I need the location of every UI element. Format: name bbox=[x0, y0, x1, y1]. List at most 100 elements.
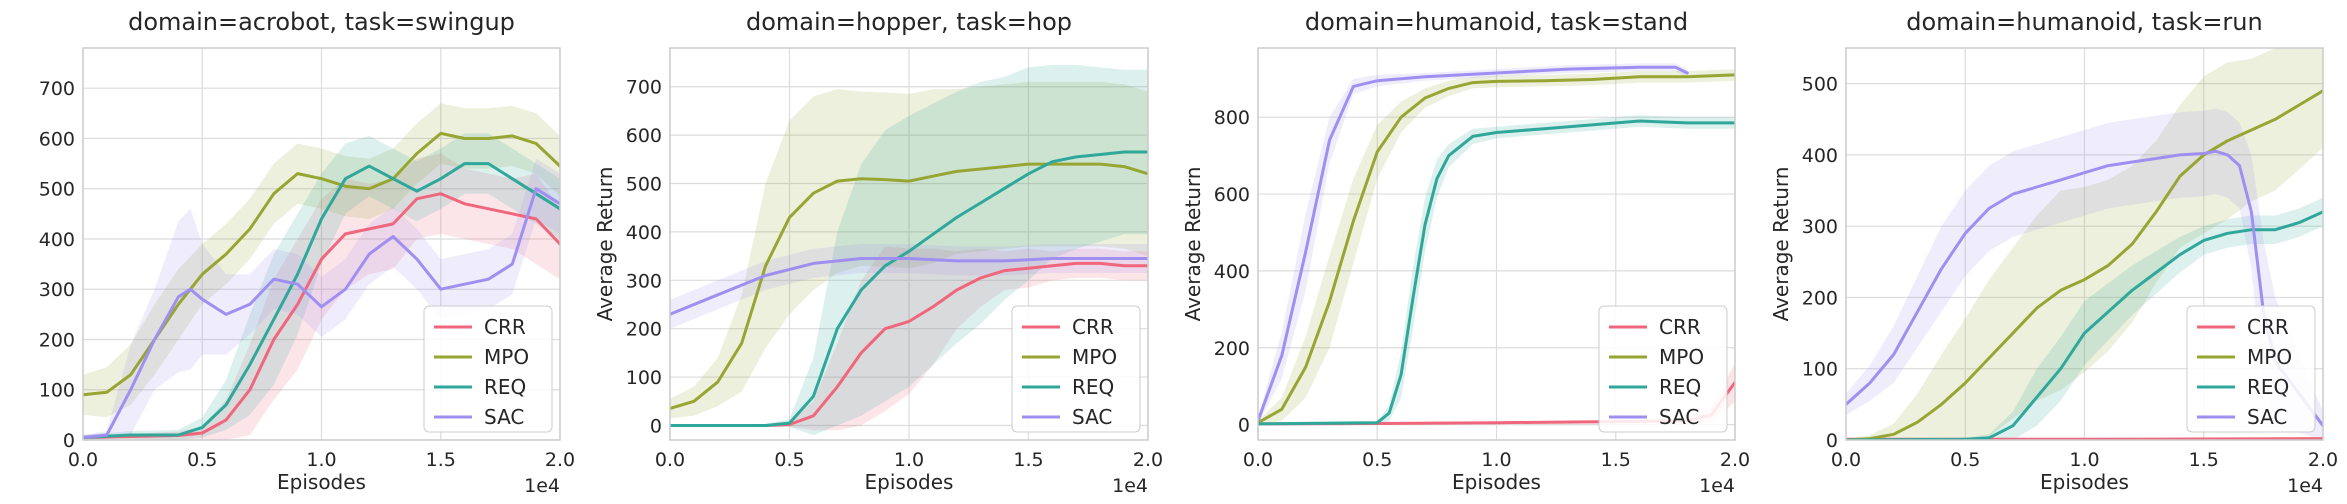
y-axis-label: Average Return bbox=[1769, 167, 1793, 322]
legend-label-sac: SAC bbox=[484, 405, 524, 429]
axes-frame bbox=[1257, 47, 1736, 441]
chart-title: domain=hopper, task=hop bbox=[746, 8, 1072, 36]
plot-area bbox=[670, 64, 1148, 436]
y-axis-label: Average Return bbox=[593, 167, 617, 322]
series-line-req bbox=[83, 162, 560, 439]
x-tick-label: 1.0 bbox=[1481, 449, 1511, 471]
legend: CRR MPO REQ SAC bbox=[1011, 305, 1141, 433]
x-tick-label: 1.5 bbox=[1013, 449, 1043, 471]
y-tick-label: 100 bbox=[1802, 359, 1838, 381]
x-axis-label: Episodes bbox=[2040, 470, 2129, 494]
confidence-band-sac bbox=[670, 244, 1148, 329]
y-tick-label: 700 bbox=[626, 77, 662, 99]
confidence-band-mpo bbox=[1258, 69, 1735, 425]
legend: CRR MPO REQ SAC bbox=[1598, 305, 1728, 433]
x-tick-label: 0.5 bbox=[1950, 449, 1980, 471]
confidence-band-req bbox=[1846, 197, 2323, 440]
y-tick-label: 400 bbox=[1214, 261, 1250, 283]
x-multiplier-label: 1e4 bbox=[524, 475, 560, 497]
axes-frame bbox=[669, 47, 1149, 441]
series-line-sac bbox=[1846, 149, 2323, 428]
x-tick-label: 2.0 bbox=[1133, 449, 1163, 471]
legend-label-mpo: MPO bbox=[2247, 345, 2292, 369]
confidence-band-mpo bbox=[1846, 48, 2323, 440]
legend-box bbox=[1011, 305, 1141, 433]
confidence-band-req bbox=[83, 133, 560, 440]
axes-frame bbox=[82, 47, 561, 441]
legend-label-req: REQ bbox=[1072, 375, 1114, 399]
legend-label-sac: SAC bbox=[2247, 405, 2287, 429]
axes-frame bbox=[1845, 47, 2324, 441]
x-tick-label: 0.0 bbox=[68, 449, 98, 471]
x-tick-label: 1.0 bbox=[894, 449, 924, 471]
y-tick-label: 0 bbox=[650, 415, 662, 437]
y-tick-label: 200 bbox=[1214, 338, 1250, 360]
series-line-mpo bbox=[1846, 89, 2323, 440]
chart-title: domain=humanoid, task=stand bbox=[1305, 8, 1688, 36]
x-tick-label: 2.0 bbox=[545, 449, 575, 471]
legend-box bbox=[423, 305, 553, 433]
y-tick-label: 300 bbox=[626, 270, 662, 292]
y-tick-label: 500 bbox=[39, 179, 75, 201]
x-tick-label: 1.5 bbox=[1601, 449, 1631, 471]
legend-label-sac: SAC bbox=[1659, 405, 1699, 429]
plot-area bbox=[83, 103, 560, 440]
x-tick-label: 0.0 bbox=[1831, 449, 1861, 471]
x-tick-label: 1.5 bbox=[2189, 449, 2219, 471]
series-line-req bbox=[670, 150, 1148, 427]
y-tick-label: 300 bbox=[39, 279, 75, 301]
chart-title: domain=humanoid, task=run bbox=[1906, 8, 2262, 36]
y-tick-label: 500 bbox=[626, 174, 662, 196]
series-line-crr bbox=[83, 192, 560, 439]
legend-label-req: REQ bbox=[484, 375, 526, 399]
y-tick-label: 200 bbox=[39, 329, 75, 351]
confidence-band-crr bbox=[83, 153, 560, 440]
legend-box bbox=[1598, 305, 1728, 433]
y-tick-label: 500 bbox=[1802, 74, 1838, 96]
series-line-req bbox=[1846, 210, 2323, 440]
x-axis-label: Episodes bbox=[1452, 470, 1541, 494]
x-axis-label: Episodes bbox=[277, 470, 366, 494]
series-line-sac bbox=[83, 187, 560, 439]
y-tick-label: 200 bbox=[1802, 287, 1838, 309]
legend-label-crr: CRR bbox=[1072, 315, 1114, 339]
chart-title: domain=acrobot, task=swingup bbox=[128, 8, 515, 36]
legend-label-crr: CRR bbox=[2247, 315, 2289, 339]
y-tick-label: 300 bbox=[1802, 216, 1838, 238]
x-tick-label: 0.5 bbox=[1362, 449, 1392, 471]
y-tick-label: 700 bbox=[39, 78, 75, 100]
series-line-sac bbox=[670, 257, 1148, 316]
y-tick-label: 600 bbox=[39, 128, 75, 150]
y-axis-label: Average Return bbox=[1181, 167, 1205, 322]
legend-label-sac: SAC bbox=[1072, 405, 1112, 429]
x-multiplier-label: 1e4 bbox=[1112, 475, 1148, 497]
x-multiplier-label: 1e4 bbox=[2287, 475, 2323, 497]
y-tick-label: 400 bbox=[39, 229, 75, 251]
x-tick-label: 0.5 bbox=[187, 449, 217, 471]
y-tick-label: 100 bbox=[39, 380, 75, 402]
confidence-band-sac bbox=[1846, 108, 2323, 440]
x-tick-label: 1.0 bbox=[2069, 449, 2099, 471]
chart-panel-4: 0.0 0.5 1.0 1.5 2.0 0 100 200 300 400 500 1e4 Episod… bbox=[1769, 8, 2338, 497]
y-tick-label: 400 bbox=[1802, 145, 1838, 167]
x-multiplier-label: 1e4 bbox=[1699, 475, 1735, 497]
series-line-mpo bbox=[670, 162, 1148, 410]
y-tick-label: 0 bbox=[1826, 430, 1838, 452]
legend-box bbox=[2186, 305, 2316, 433]
chart-panel-1: 0.0 0.5 1.0 1.5 2.0 0 100 200 300 400 500 600 700 1e4… bbox=[39, 8, 575, 497]
legend: CRR MPO REQ SAC bbox=[423, 305, 553, 433]
x-tick-label: 0.0 bbox=[655, 449, 685, 471]
x-tick-label: 2.0 bbox=[2308, 449, 2338, 471]
legend-label-mpo: MPO bbox=[484, 345, 529, 369]
chart-panel-3: 0.0 0.5 1.0 1.5 2.0 0 200 400 600 800 1e4 Episodes A… bbox=[1181, 8, 1750, 497]
legend-label-mpo: MPO bbox=[1072, 345, 1117, 369]
x-tick-label: 1.0 bbox=[306, 449, 336, 471]
legend: CRR MPO REQ SAC bbox=[2186, 305, 2316, 433]
y-tick-label: 100 bbox=[626, 367, 662, 389]
series-line-mpo bbox=[1258, 73, 1735, 425]
confidence-band-sac bbox=[83, 158, 560, 440]
y-tick-label: 200 bbox=[626, 319, 662, 341]
x-tick-label: 0.0 bbox=[1243, 449, 1273, 471]
y-tick-label: 600 bbox=[626, 125, 662, 147]
